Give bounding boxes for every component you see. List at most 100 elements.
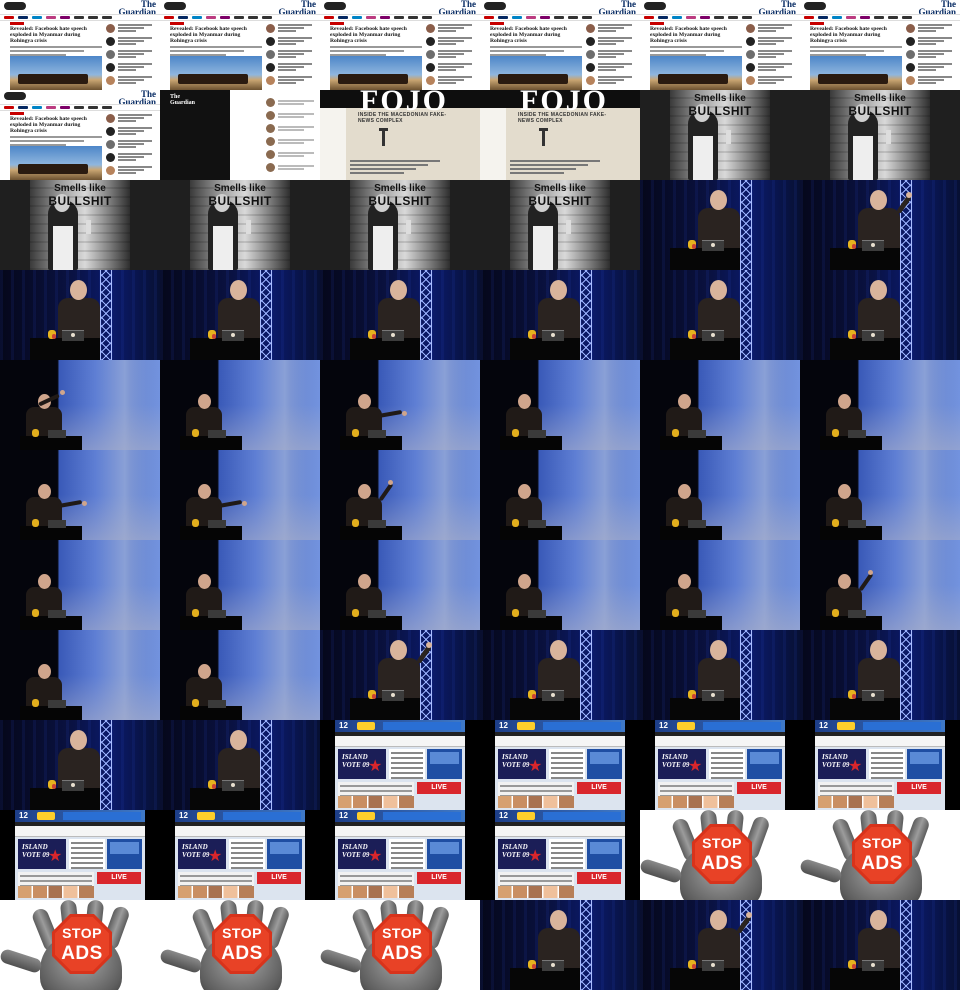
podium xyxy=(830,248,900,270)
lower-line xyxy=(340,790,412,792)
nav-item xyxy=(846,16,856,19)
nav-item xyxy=(192,16,202,19)
podium xyxy=(340,526,402,540)
window-blinds xyxy=(350,180,450,270)
headline-line xyxy=(118,130,144,132)
most-viewed-item xyxy=(106,48,156,61)
news-line xyxy=(391,757,423,759)
standfirst xyxy=(10,136,102,148)
lighting-truss xyxy=(900,630,912,720)
island-vote-banner: ISLAND VOTE 09 ★ xyxy=(18,839,66,869)
thumbnail xyxy=(106,140,115,149)
news-line xyxy=(391,862,423,864)
face xyxy=(374,194,390,212)
header-ad xyxy=(543,722,621,730)
laptop xyxy=(48,430,66,438)
toy-figure xyxy=(352,609,359,617)
nav-item xyxy=(324,16,334,19)
news-line xyxy=(71,867,103,869)
text-line xyxy=(350,172,404,174)
frame-thumbnail xyxy=(480,900,640,990)
headline-line xyxy=(918,66,944,68)
headline-line xyxy=(118,120,136,122)
laptop-logo-icon xyxy=(391,693,395,697)
story-item xyxy=(266,150,316,160)
news-line xyxy=(391,852,423,854)
most-viewed-item xyxy=(106,61,156,74)
headline-line xyxy=(278,53,304,55)
frame-thumbnail xyxy=(0,630,160,720)
headline-line xyxy=(758,76,792,78)
frame-thumbnail: STOP ADS xyxy=(320,900,480,990)
laptop xyxy=(208,520,226,528)
standfirst-line xyxy=(10,46,102,48)
nav-item xyxy=(498,16,508,19)
podium xyxy=(340,616,402,630)
toy-figure-2 xyxy=(692,244,696,249)
lower-line xyxy=(500,875,572,877)
masthead-line-2: Guardian xyxy=(118,97,156,107)
news-line xyxy=(551,767,583,769)
standfirst-line xyxy=(10,136,102,138)
frame-thumbnail: Smells like BULLSHIT xyxy=(0,180,160,270)
vintage-photo xyxy=(510,180,610,270)
laptop-logo-icon xyxy=(871,963,875,967)
thumbnail xyxy=(106,50,115,59)
speaker-head xyxy=(358,484,371,499)
headline-line xyxy=(758,37,792,39)
nav-item xyxy=(164,16,174,19)
headline-line xyxy=(118,166,152,168)
nav-item xyxy=(644,16,654,19)
news-line xyxy=(551,842,583,844)
section-kicker xyxy=(490,22,504,25)
most-viewed-item xyxy=(266,35,316,48)
weather-map xyxy=(270,842,299,854)
headline-line xyxy=(118,30,136,32)
nav-item xyxy=(888,16,898,19)
nav-item xyxy=(512,16,522,19)
spray-bottle xyxy=(86,220,91,234)
news-line xyxy=(71,842,103,844)
most-viewed-list xyxy=(586,22,636,87)
toy-figure-2 xyxy=(852,244,856,249)
frame-thumbnail: The Guardian Revealed: Facebook hate speec… xyxy=(640,0,800,90)
section-kicker xyxy=(10,22,24,25)
frame-thumbnail: STOP ADS xyxy=(800,810,960,900)
most-viewed-item xyxy=(266,74,316,87)
headline-line xyxy=(118,76,152,78)
nav-item xyxy=(102,106,112,109)
headline-line xyxy=(278,43,296,45)
refugee-boat xyxy=(338,74,408,84)
island-vote-title: ISLAND VOTE 09 xyxy=(822,753,850,769)
thumbnail xyxy=(586,50,595,59)
thumbnail xyxy=(426,76,435,85)
island-vote-title: ISLAND VOTE 09 xyxy=(342,843,370,859)
frame-thumbnail xyxy=(800,540,960,630)
nav-item xyxy=(526,16,536,19)
section-kicker xyxy=(170,22,184,25)
island-vote-banner: ISLAND VOTE 09 ★ xyxy=(178,839,226,869)
news-header: 12 xyxy=(15,810,145,822)
hand-thumb xyxy=(160,947,204,975)
sub-nav xyxy=(655,736,785,747)
news-line xyxy=(71,857,103,859)
nav-item xyxy=(540,16,550,19)
window-blinds xyxy=(30,180,130,270)
news-line xyxy=(231,842,263,844)
most-viewed-item xyxy=(746,74,796,87)
nav-item xyxy=(248,16,258,19)
section-nav xyxy=(0,104,160,111)
nav-item xyxy=(902,16,912,19)
nav-item xyxy=(18,16,28,19)
frame-thumbnail xyxy=(800,630,960,720)
laptop xyxy=(368,430,386,438)
fojo-subtitle: INSIDE THE MACEDONIAN FAKE-NEWS COMPLEX xyxy=(518,112,607,124)
standfirst xyxy=(650,46,742,58)
dark-sidebar xyxy=(160,90,230,180)
toy-figure xyxy=(32,519,39,527)
frame-thumbnail xyxy=(320,270,480,360)
news-column xyxy=(709,749,745,779)
headline-line xyxy=(278,76,312,78)
lower-line xyxy=(500,880,572,882)
